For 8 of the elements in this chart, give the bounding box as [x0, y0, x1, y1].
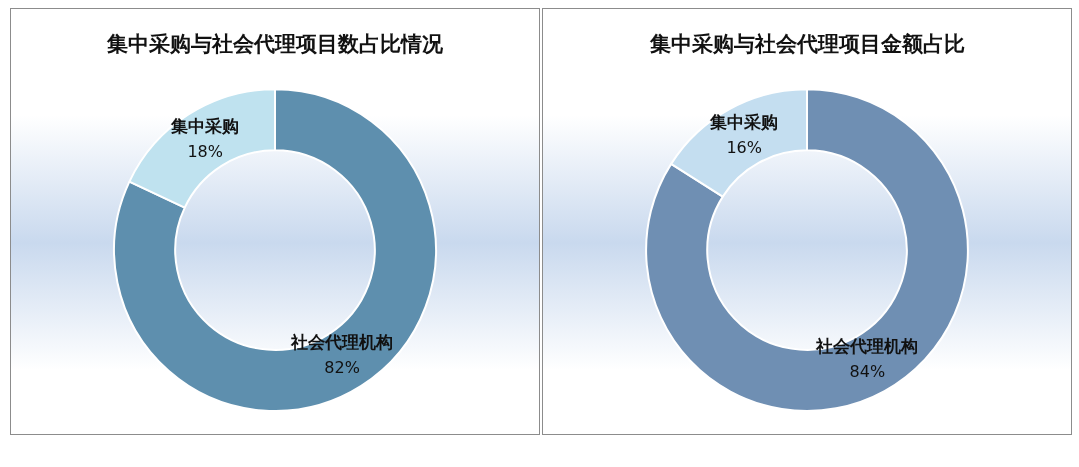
- data-label: 84%: [849, 362, 886, 382]
- data-label: 82%: [324, 358, 360, 378]
- slice-label: 集中采购: [709, 112, 779, 133]
- slice-label: 集中采购: [170, 116, 240, 137]
- data-label: 18%: [187, 142, 223, 162]
- chart-title: 集中采购与社会代理项目数占比情况: [106, 32, 444, 57]
- data-label: 16%: [726, 138, 762, 158]
- chart-title: 集中采购与社会代理项目金额占比: [648, 32, 965, 57]
